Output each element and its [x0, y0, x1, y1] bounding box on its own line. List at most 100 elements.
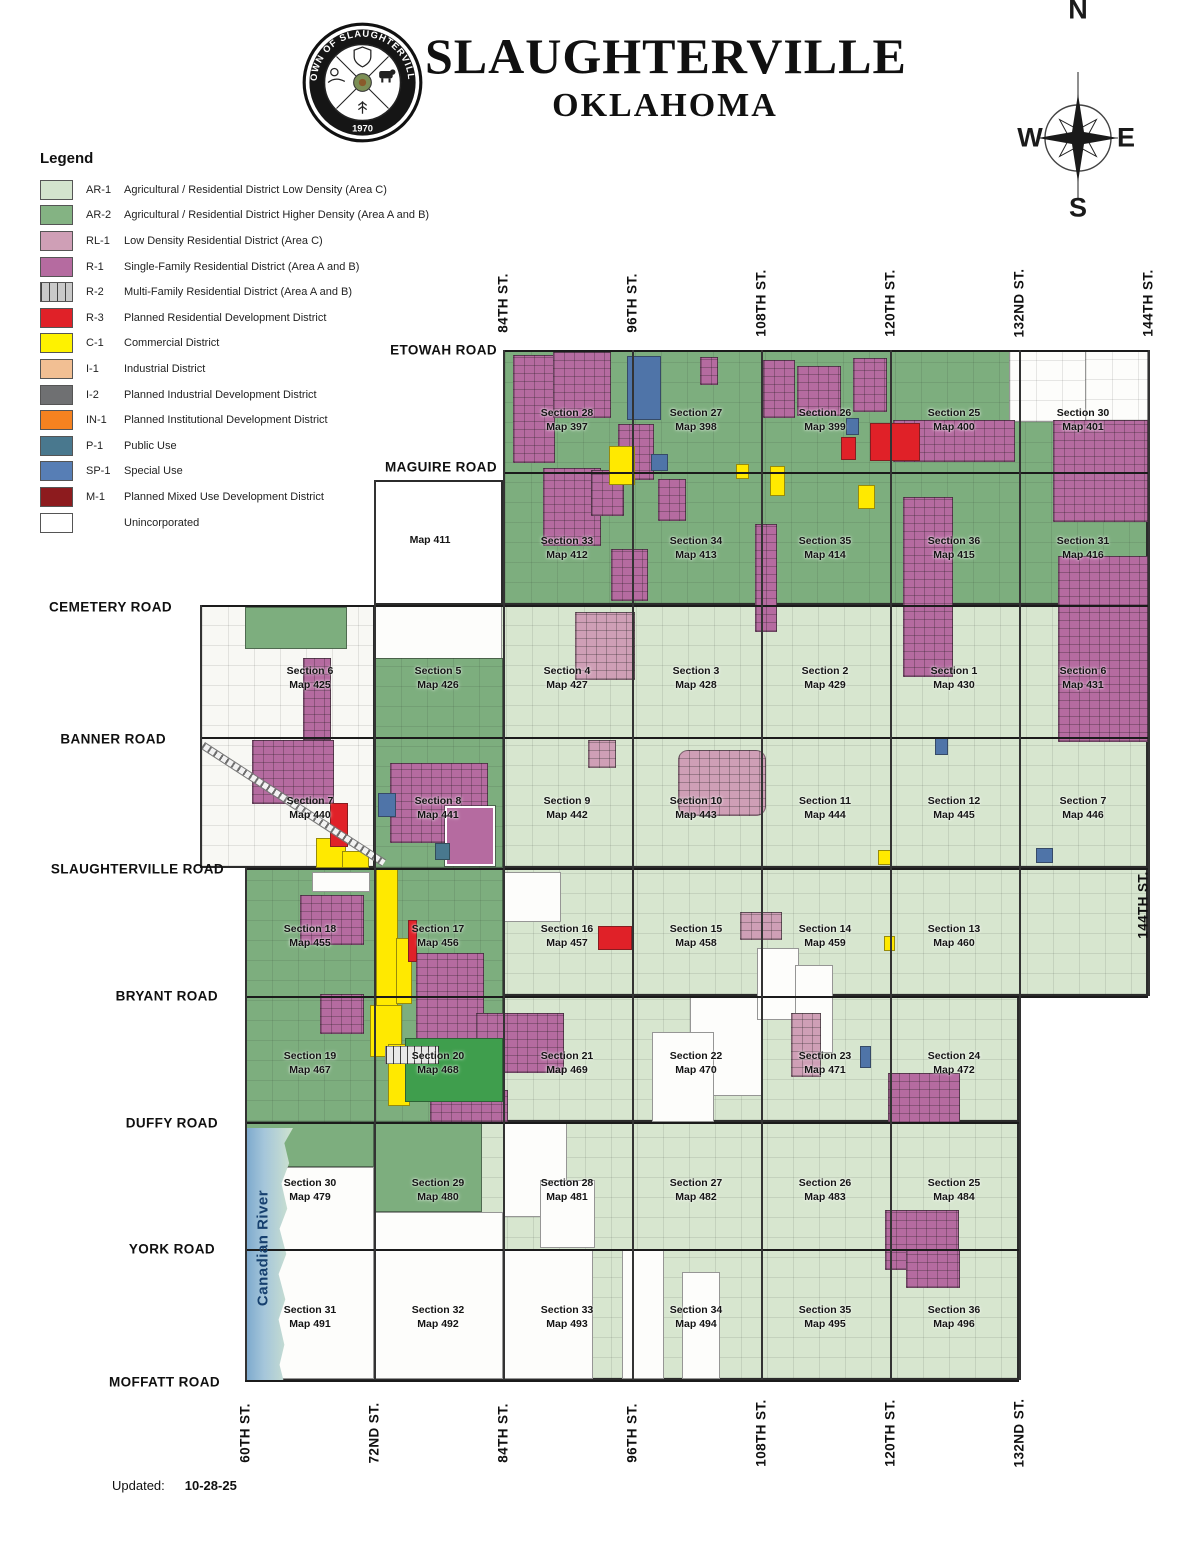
section-label: Section 3 Map 428 [672, 664, 720, 691]
legend-item: C-1 Commercial District [40, 331, 460, 357]
zoning-patch [378, 793, 396, 817]
compass-north-label: N [1068, 0, 1088, 25]
section-label: Section 6 Map 425 [286, 664, 334, 691]
zoning-patch [503, 1250, 593, 1379]
legend-swatch [40, 333, 73, 354]
legend-swatch [40, 205, 73, 226]
section-label: Section 32 Map 492 [411, 1303, 465, 1330]
section-label: Section 17 Map 456 [411, 922, 465, 949]
legend-code: AR-1 [86, 183, 112, 196]
road-label: BRYANT ROAD [115, 988, 218, 1004]
section-label: Section 27 Map 398 [669, 406, 723, 433]
section-label: Section 14 Map 459 [798, 922, 852, 949]
page-title-block: SLAUGHTERVILLE OKLAHOMA [425, 28, 907, 125]
zoning-patch [385, 1046, 439, 1064]
section-label: Section 18 Map 455 [283, 922, 337, 949]
legend-label: Low Density Residential District (Area C… [124, 234, 323, 247]
zoning-patch [375, 1212, 503, 1379]
section-label: Section 22 Map 470 [669, 1049, 723, 1076]
zoning-patch [791, 1013, 821, 1077]
zoning-patch [906, 1250, 960, 1288]
seal-grain-icon [357, 101, 368, 114]
road-line [200, 605, 1148, 607]
legend-swatch [40, 282, 73, 303]
section-label: Section 7 Map 446 [1059, 794, 1107, 821]
zoning-patch [611, 549, 648, 601]
road-label: MAGUIRE ROAD [384, 459, 497, 475]
street-line [374, 480, 376, 1380]
seal-plow-icon [327, 67, 346, 83]
section-label: Section 25 Map 484 [927, 1176, 981, 1203]
zoning-patch [763, 360, 795, 418]
legend-swatch [40, 486, 73, 507]
zoning-patch [678, 750, 766, 816]
road-label: DUFFY ROAD [125, 1115, 218, 1131]
legend-label: Planned Residential Development District [124, 311, 327, 324]
zoning-patch [658, 479, 686, 521]
section-label: Section 28 Map 397 [540, 406, 594, 433]
legend-swatch [40, 179, 73, 200]
zoning-patch [903, 497, 953, 677]
legend-code: AR-2 [86, 209, 112, 222]
road-line [245, 868, 1148, 870]
section-label: Section 13 Map 460 [927, 922, 981, 949]
legend-swatch [40, 410, 73, 431]
legend-label: Special Use [124, 465, 183, 478]
zoning-patch [682, 1272, 720, 1379]
section-label: Section 30 Map 479 [283, 1176, 337, 1203]
legend: Legend AR-1 Agricultural / Residential Di… [40, 150, 460, 535]
legend-code: R-3 [86, 311, 104, 324]
section-label: Section 5 Map 426 [414, 664, 462, 691]
legend-swatch [40, 230, 73, 251]
street-label: 132ND ST. [1011, 1398, 1027, 1468]
legend-label: Single-Family Residential District (Area… [124, 260, 360, 273]
section-label: Section 19 Map 467 [283, 1049, 337, 1076]
road-line [503, 472, 1148, 474]
zoning-patch [935, 738, 948, 755]
zoning-patch [1036, 848, 1053, 863]
page-title: SLAUGHTERVILLE [425, 28, 907, 84]
street-label: 96TH ST. [624, 273, 640, 333]
legend-label: Planned Industrial Development District [124, 388, 317, 401]
road-line [245, 996, 1148, 998]
zoning-patch [543, 468, 601, 546]
legend-code: R-2 [86, 286, 104, 299]
street-line [1148, 350, 1150, 996]
road-label: YORK ROAD [128, 1241, 215, 1257]
section-label: Section 30 Map 401 [1056, 406, 1110, 433]
section-label: Section 15 Map 458 [669, 922, 723, 949]
section-label: Section 27 Map 482 [669, 1176, 723, 1203]
legend-label: Industrial District [124, 362, 206, 375]
zoning-patch [408, 920, 417, 962]
section-label: Section 9 Map 442 [543, 794, 591, 821]
street-label: 120TH ST. [882, 1399, 898, 1467]
section-label: Section 6 Map 431 [1059, 664, 1107, 691]
zoning-patch [303, 658, 331, 740]
legend-label: Unincorporated [124, 516, 200, 529]
compass-west-label: W [1017, 122, 1043, 153]
legend-label: Agricultural / Residential District Low … [124, 183, 387, 196]
legend-item: RL-1 Low Density Residential District (Ar… [40, 228, 460, 254]
section-label: Section 25 Map 400 [927, 406, 981, 433]
zoning-patch [1053, 420, 1148, 522]
updated-date: 10-28-25 [184, 1478, 237, 1493]
section-label: Section 31 Map 491 [283, 1303, 337, 1330]
zoning-patch [888, 1073, 960, 1123]
section-label: Section 26 Map 399 [798, 406, 852, 433]
section-label: Section 12 Map 445 [927, 794, 981, 821]
zoning-patch [245, 607, 347, 649]
legend-swatch [40, 358, 73, 379]
legend-item: I-2 Planned Industrial Development Distri… [40, 382, 460, 408]
section-label: Section 8 Map 441 [414, 794, 462, 821]
zoning-patch [770, 466, 785, 496]
legend-label: Commercial District [124, 337, 220, 350]
zoning-patch [884, 936, 895, 951]
section-label: Section 21 Map 469 [540, 1049, 594, 1076]
section-label: Section 36 Map 415 [927, 534, 981, 561]
legend-label: Public Use [124, 439, 177, 452]
zoning-patch [841, 437, 856, 460]
compass-south-label: S [1068, 192, 1088, 223]
section-label: Section 11 Map 444 [799, 794, 851, 821]
